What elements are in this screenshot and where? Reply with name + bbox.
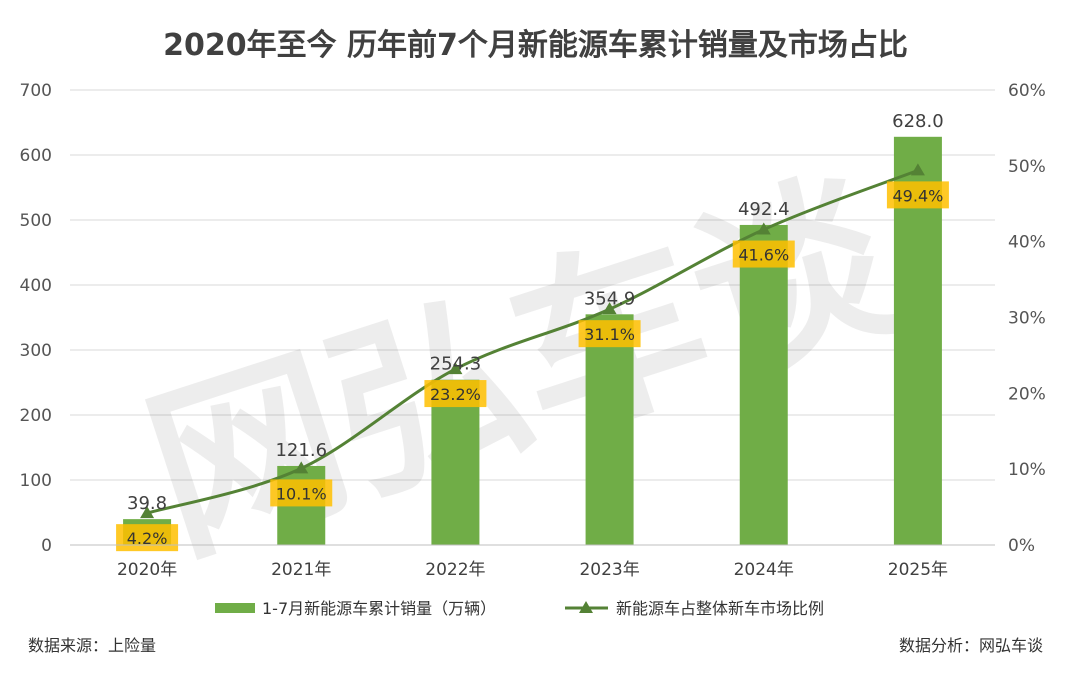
bar-value-label: 39.8 xyxy=(127,493,167,514)
share-label-box xyxy=(732,240,795,268)
bar-value-label: 254.3 xyxy=(430,354,482,375)
x-tick-label: 2020年 xyxy=(117,560,177,580)
share-label-box xyxy=(578,320,641,348)
share-point xyxy=(910,163,925,176)
share-point xyxy=(756,222,771,235)
share-line xyxy=(146,168,919,515)
share-label-box xyxy=(424,380,487,408)
y-right-tick-label: 0% xyxy=(1008,536,1035,556)
x-tick-label: 2024年 xyxy=(734,560,794,580)
share-point xyxy=(294,461,309,474)
x-tick-label: 2021年 xyxy=(271,560,331,580)
y-left-tick-label: 200 xyxy=(20,406,52,426)
share-point xyxy=(602,302,617,315)
chart-title: 2020年至今 历年前7个月新能源车累计销量及市场占比 xyxy=(163,28,908,63)
bar-value-label: 492.4 xyxy=(738,199,790,220)
y-left-tick-label: 300 xyxy=(20,341,52,361)
y-left-tick-label: 700 xyxy=(20,81,52,101)
x-tick-label: 2025年 xyxy=(888,560,948,580)
share-value-label: 10.1% xyxy=(276,484,327,503)
y-right-tick-label: 60% xyxy=(1008,81,1046,101)
x-tick-label: 2023年 xyxy=(579,560,639,580)
legend-bar-label: 1-7月新能源车累计销量（万辆） xyxy=(262,599,496,618)
share-value-label: 41.6% xyxy=(738,246,789,265)
y-left-tick-label: 100 xyxy=(20,471,52,491)
y-left-tick-label: 0 xyxy=(41,536,52,556)
share-label-box xyxy=(270,479,333,507)
share-label-box xyxy=(116,524,179,552)
legend-line-label: 新能源车占整体新车市场比例 xyxy=(616,599,824,618)
bar xyxy=(739,224,788,545)
y-right-tick-label: 30% xyxy=(1008,309,1046,329)
share-value-label: 4.2% xyxy=(127,529,168,548)
share-label-box xyxy=(886,181,949,209)
share-point xyxy=(140,506,155,519)
bar-value-label: 628.0 xyxy=(892,111,944,132)
y-right-tick-label: 10% xyxy=(1008,460,1046,480)
y-left-tick-label: 400 xyxy=(20,276,52,296)
legend-bar-swatch xyxy=(215,603,255,613)
y-right-tick-label: 40% xyxy=(1008,233,1046,253)
data-source-note: 数据来源：上险量 xyxy=(28,636,157,655)
data-analysis-note: 数据分析：网弘车谈 xyxy=(898,636,1043,655)
share-value-label: 23.2% xyxy=(430,385,481,404)
y-left-tick-label: 600 xyxy=(20,146,52,166)
y-right-tick-label: 50% xyxy=(1008,157,1046,177)
bar-value-label: 354.9 xyxy=(584,288,636,309)
watermark-text: 网弘车谈 xyxy=(124,145,916,590)
y-left-tick-label: 500 xyxy=(20,211,52,231)
bar xyxy=(431,379,480,545)
share-value-label: 31.1% xyxy=(584,325,635,344)
bar xyxy=(585,314,634,545)
legend-line-marker xyxy=(579,601,593,613)
bar-value-label: 121.6 xyxy=(275,440,327,461)
x-tick-label: 2022年 xyxy=(425,560,485,580)
y-right-tick-label: 20% xyxy=(1008,384,1046,404)
share-point xyxy=(448,362,463,375)
share-value-label: 49.4% xyxy=(893,186,944,205)
